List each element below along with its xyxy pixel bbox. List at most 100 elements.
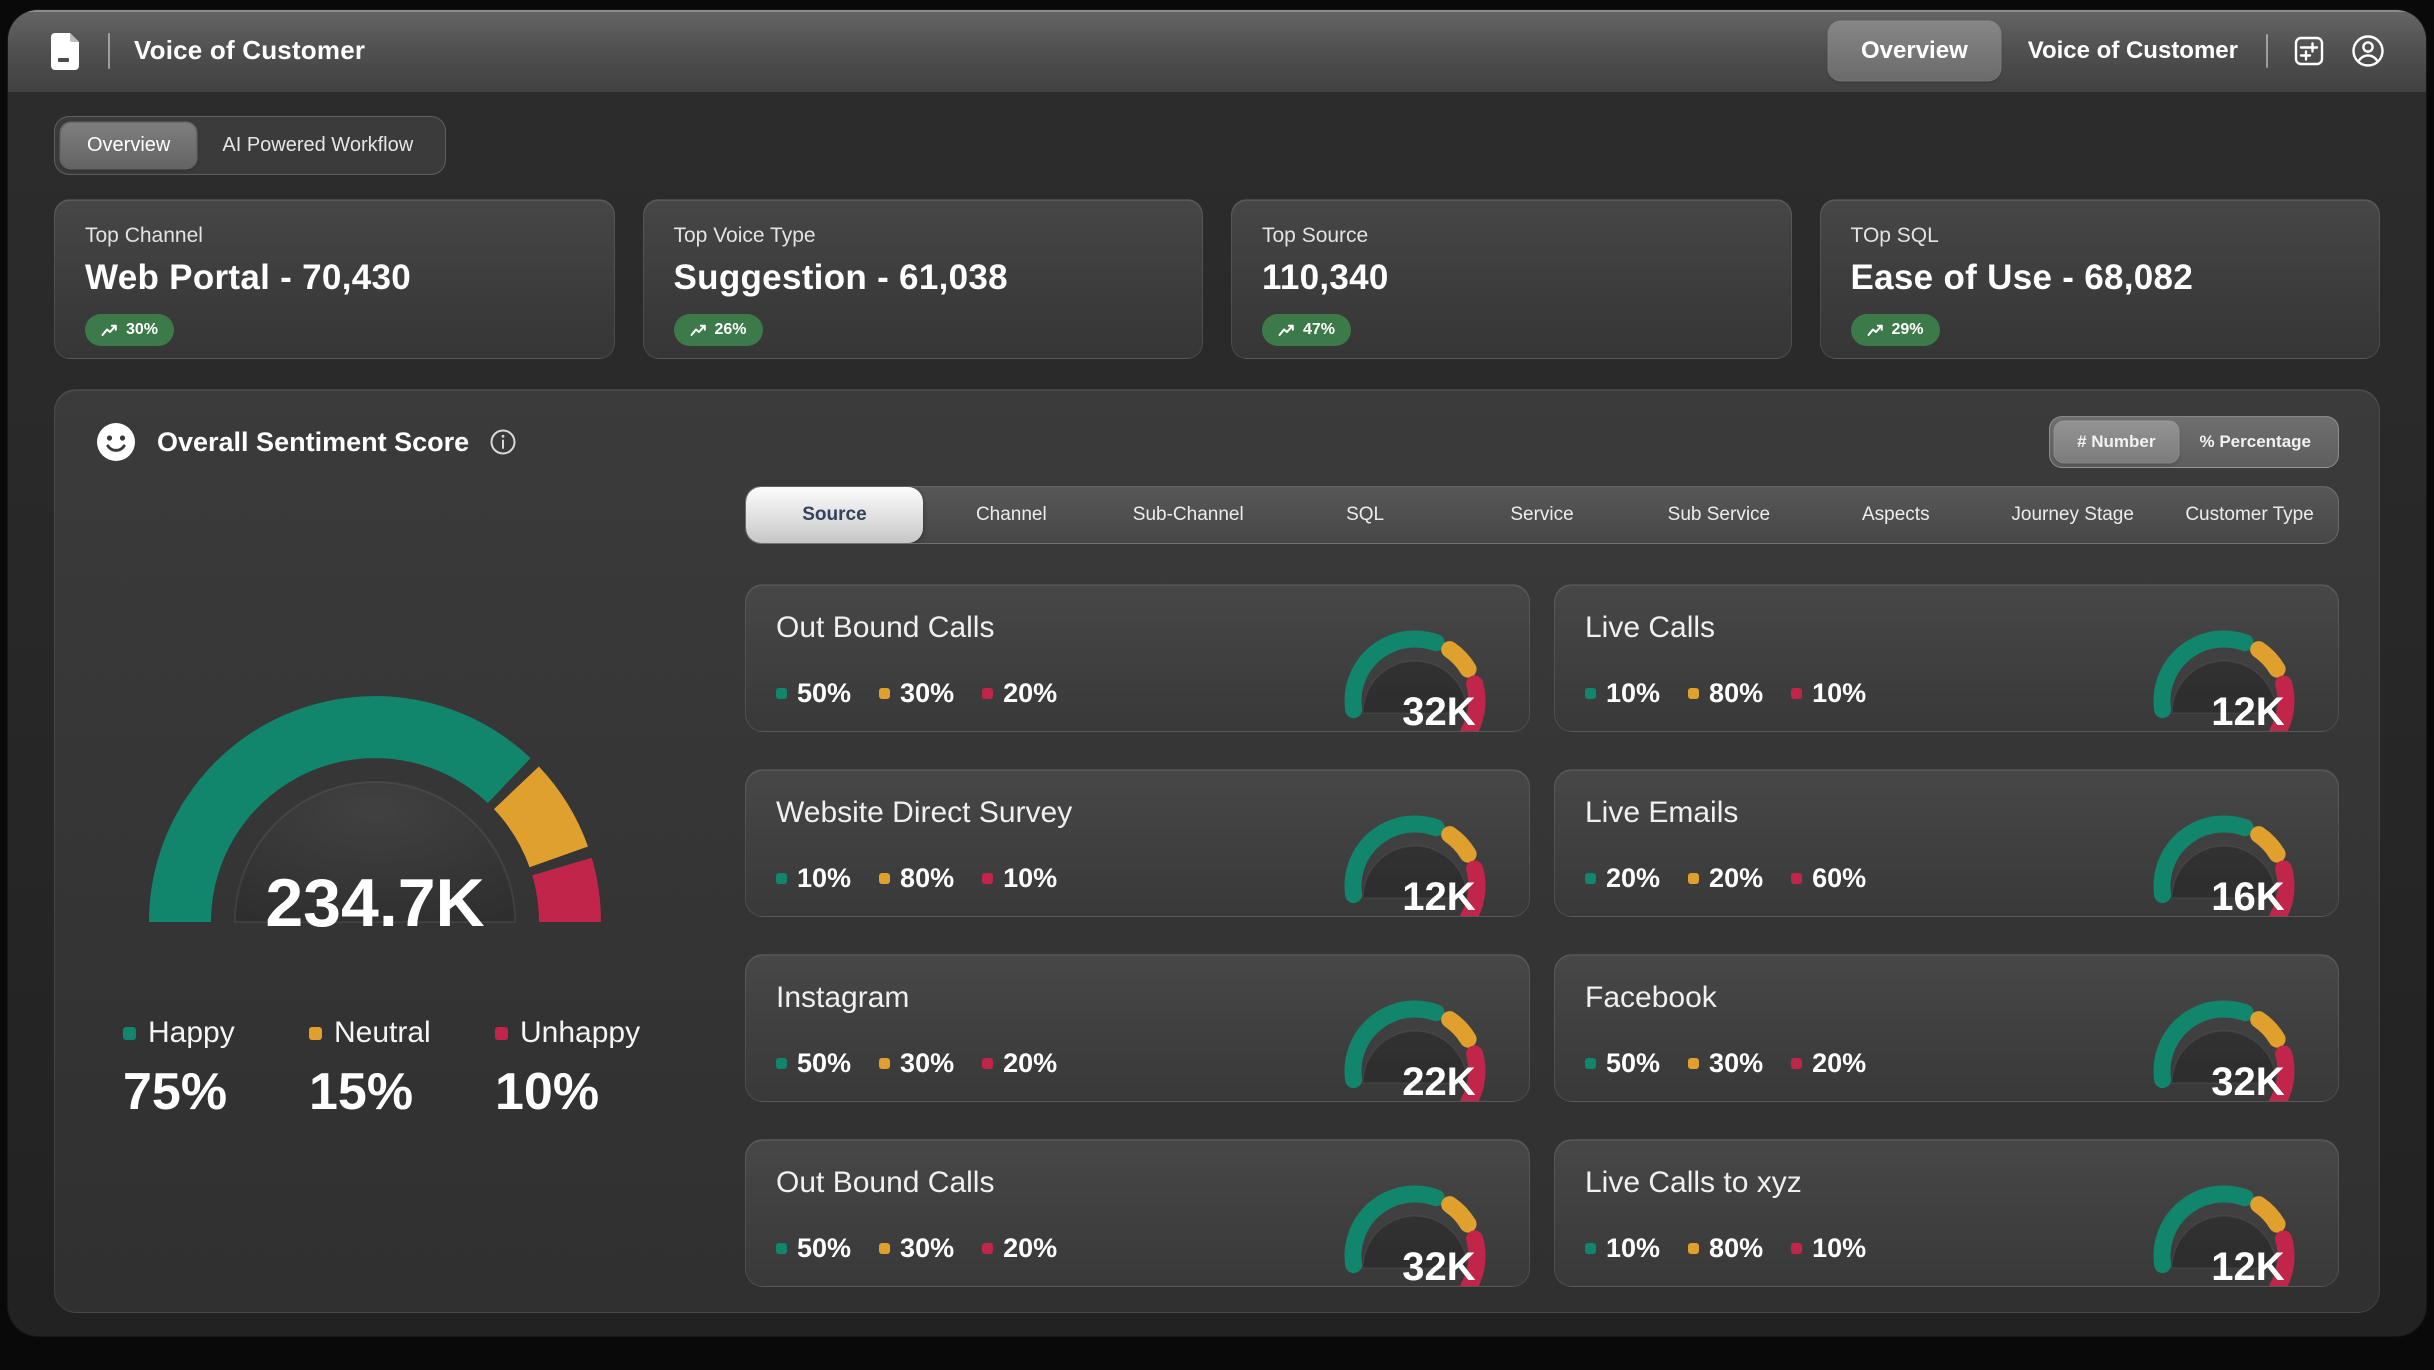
tab-customer-type[interactable]: Customer Type <box>2185 504 2314 525</box>
card-neutral: 30% <box>879 1048 954 1079</box>
unhappy-dot <box>1791 873 1803 884</box>
sentiment-panel: Overall Sentiment Score # Number % Perce… <box>54 389 2380 1313</box>
neutral-dot <box>1688 688 1700 699</box>
card-legend: 50% 30% 20% <box>1585 1048 1866 1079</box>
source-card[interactable]: Live Calls 10% 80% 10% 12K <box>1554 584 2339 732</box>
card-mini-gauge: 32K <box>2153 1000 2295 1101</box>
kpi-label: Top Channel <box>85 224 203 247</box>
card-unhappy-value: 60% <box>1812 863 1867 893</box>
kpi-label: Top Source <box>1262 224 1369 247</box>
legend-item-neutral: Neutral 15% <box>309 1016 495 1122</box>
card-happy: 50% <box>776 1233 851 1264</box>
neutral-dot <box>309 1026 322 1040</box>
happy-dot <box>776 1058 787 1069</box>
source-card[interactable]: Facebook 50% 30% 20% 32K <box>1554 954 2339 1102</box>
card-title: Live Calls to xyz <box>1585 1166 1802 1199</box>
kpi-delta-badge: 47% <box>1262 314 1352 346</box>
header-divider <box>108 32 110 69</box>
card-unhappy: 20% <box>982 678 1057 709</box>
tab-source[interactable]: Source <box>746 487 923 543</box>
source-card[interactable]: Website Direct Survey 10% 80% 10% 12K <box>745 769 1530 917</box>
neutral-dot <box>1688 1058 1700 1069</box>
toggle-number[interactable]: # Number <box>2055 422 2178 462</box>
card-legend: 50% 30% 20% <box>776 1233 1057 1264</box>
tab-aspects[interactable]: Aspects <box>1861 504 1930 525</box>
card-mini-gauge: 12K <box>2153 630 2295 731</box>
kpi-value: Web Portal - 70,430 <box>85 258 412 297</box>
card-title: Website Direct Survey <box>776 796 1073 829</box>
tab-sub-channel[interactable]: Sub-Channel <box>1132 504 1244 525</box>
tab-sql[interactable]: SQL <box>1346 504 1385 525</box>
card-unhappy: 10% <box>1791 678 1866 709</box>
tab-sub-service[interactable]: Sub Service <box>1667 504 1771 525</box>
app-window: Voice of Customer Overview Voice of Cust… <box>8 10 2426 1336</box>
card-happy-value: 20% <box>1606 863 1661 893</box>
info-icon[interactable] <box>489 428 517 456</box>
happy-dot <box>776 688 787 699</box>
card-legend: 20% 20% 60% <box>1585 863 1866 894</box>
source-card[interactable]: Live Emails 20% 20% 60% 16K <box>1554 769 2339 917</box>
unhappy-dot <box>1791 1243 1803 1254</box>
header-overview-button[interactable]: Overview <box>1829 21 2000 80</box>
happy-dot <box>1585 688 1596 699</box>
card-legend: 10% 80% 10% <box>1585 1233 1866 1264</box>
legend-value: 75% <box>123 1063 228 1121</box>
card-unhappy: 20% <box>1791 1048 1866 1079</box>
card-neutral: 30% <box>879 678 954 709</box>
card-unhappy-value: 10% <box>1812 1233 1867 1263</box>
sentiment-panel-body: 234.7K Happy 75% <box>95 486 2339 1287</box>
card-total-value: 22K <box>1402 1060 1475 1102</box>
unhappy-dot <box>1791 1058 1803 1069</box>
kpi-delta-value: 47% <box>1303 321 1336 338</box>
kpi-row: Top Channel Web Portal - 70,430 30% Top … <box>54 199 2380 359</box>
category-tabs: Source Channel Sub-Channel SQL Service Sub Se… <box>745 486 2339 544</box>
card-unhappy: 60% <box>1791 863 1866 894</box>
card-happy: 10% <box>776 863 851 894</box>
kpi-delta-badge: 30% <box>85 314 175 346</box>
source-card[interactable]: Instagram 50% 30% 20% 22K <box>745 954 1530 1102</box>
top-bar: Voice of Customer Overview Voice of Cust… <box>8 10 2426 92</box>
legend-label: Neutral <box>334 1016 431 1049</box>
card-unhappy-value: 10% <box>1812 678 1867 708</box>
card-happy-value: 10% <box>1606 1233 1661 1263</box>
source-card[interactable]: Out Bound Calls 50% 30% 20% 32K <box>745 1139 1530 1287</box>
card-unhappy-value: 20% <box>1003 1233 1058 1263</box>
card-neutral: 80% <box>879 863 954 894</box>
trend-up-icon <box>1278 324 1295 337</box>
card-happy: 50% <box>776 678 851 709</box>
source-card[interactable]: Live Calls to xyz 10% 80% 10% 12K <box>1554 1139 2339 1287</box>
tab-service[interactable]: Service <box>1510 504 1574 525</box>
sentiment-title: Overall Sentiment Score <box>157 426 470 457</box>
overall-gauge-legend: Happy 75% Neutral 15% <box>105 1016 685 1122</box>
unhappy-dot <box>982 1243 994 1254</box>
card-happy-value: 50% <box>797 678 852 708</box>
sliders-panel-icon[interactable] <box>2292 34 2326 68</box>
card-happy: 50% <box>1585 1048 1660 1079</box>
card-neutral-value: 80% <box>900 863 955 893</box>
sentiment-panel-header: Overall Sentiment Score # Number % Perce… <box>95 416 2339 468</box>
card-title: Instagram <box>776 981 910 1014</box>
neutral-dot <box>879 1058 891 1069</box>
card-happy-value: 50% <box>797 1233 852 1263</box>
kpi-delta-badge: 29% <box>1850 314 1940 346</box>
legend-value: 15% <box>309 1063 414 1121</box>
legend-item-happy: Happy 75% <box>123 1016 309 1122</box>
tab-journey-stage[interactable]: Journey Stage <box>2011 504 2134 525</box>
tab-ai-powered-workflow[interactable]: AI Powered Workflow <box>222 134 414 156</box>
unhappy-dot <box>982 873 994 884</box>
kpi-value: Ease of Use - 68,082 <box>1850 258 2194 297</box>
card-happy: 50% <box>776 1048 851 1079</box>
neutral-dot <box>879 688 891 699</box>
kpi-card-top-source: Top Source 110,340 47% <box>1231 199 1792 359</box>
card-neutral: 30% <box>879 1233 954 1264</box>
tab-overview[interactable]: Overview <box>61 123 197 168</box>
toggle-percentage[interactable]: % Percentage <box>2199 432 2312 451</box>
header-icons-divider <box>2266 33 2268 68</box>
card-neutral: 80% <box>1688 678 1763 709</box>
kpi-delta-badge: 26% <box>673 314 763 346</box>
account-icon[interactable] <box>2350 33 2386 69</box>
source-card[interactable]: Out Bound Calls 50% 30% 20% 32K <box>745 584 1530 732</box>
tab-channel[interactable]: Channel <box>975 504 1047 525</box>
smiley-icon <box>95 421 137 463</box>
card-neutral-value: 80% <box>1709 678 1764 708</box>
